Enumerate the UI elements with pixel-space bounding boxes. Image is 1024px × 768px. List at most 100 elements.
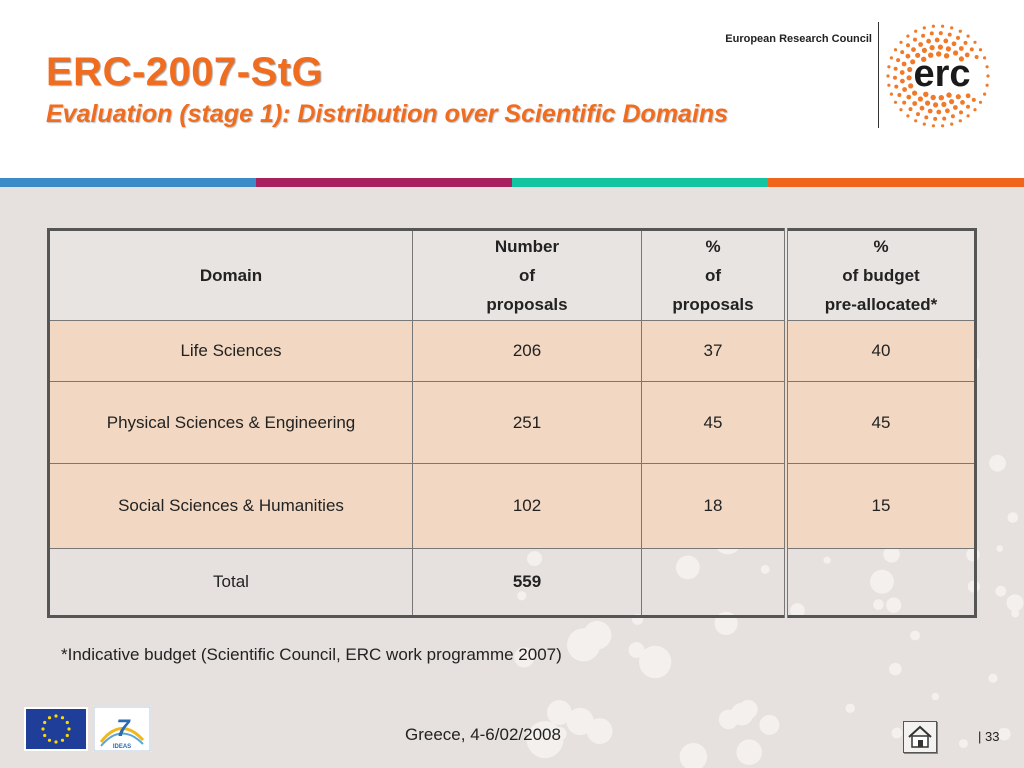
header-percent-of-budget: % of budget pre-allocated* <box>785 229 976 321</box>
erc-logo-dot <box>936 51 942 57</box>
erc-logo-dot <box>921 56 927 62</box>
erc-logo-dot <box>973 40 977 44</box>
erc-logo-dot <box>912 101 918 106</box>
erc-logo-dot <box>958 56 964 62</box>
domain-distribution-table: Domain Number of proposals % of proposal… <box>47 228 977 618</box>
stripe-magenta <box>256 178 512 187</box>
erc-logo-dot <box>978 48 983 52</box>
background-dot <box>988 673 998 683</box>
erc-logo-dot <box>963 40 968 45</box>
erc-logo-dot <box>933 116 938 121</box>
fp7-ideas-logo: 7 IDEAS <box>93 706 151 752</box>
cell-total-number: 559 <box>412 548 642 617</box>
cell-percent-budget: 40 <box>785 320 976 382</box>
background-dot <box>997 727 1011 741</box>
erc-logo-dot <box>929 45 935 51</box>
erc-logo-dot <box>960 100 965 105</box>
cell-domain: Social Sciences & Humanities <box>48 463 413 549</box>
erc-logo-dot <box>907 66 913 73</box>
background-dot <box>679 743 708 768</box>
cell-percent-proposals: 37 <box>641 320 788 382</box>
eu-star <box>60 738 65 742</box>
erc-logo-dot <box>916 112 920 117</box>
eu-star <box>65 720 69 725</box>
erc-logo-dot <box>945 108 950 114</box>
cell-percent-proposals: 45 <box>641 381 788 464</box>
header-number-of-proposals: Number of proposals <box>412 229 642 321</box>
erc-logo-dot <box>894 84 899 89</box>
table-total-row: Total 559 <box>48 548 976 617</box>
erc-logo-dot <box>966 34 970 38</box>
erc-logo-dot <box>902 100 907 105</box>
eu-star <box>43 720 47 725</box>
stripe-teal <box>512 178 768 187</box>
erc-logo-dot <box>899 70 905 75</box>
erc-logo-dot <box>953 105 958 110</box>
erc-logo-dot <box>929 31 934 36</box>
table-row: Life Sciences 206 37 40 <box>48 320 976 382</box>
background-dot <box>759 714 780 735</box>
erc-logo-dot <box>959 110 963 115</box>
cell-total-percent-proposals <box>641 548 788 617</box>
eu-star <box>54 740 58 744</box>
header-percent-of-proposals: % of proposals <box>641 229 788 321</box>
erc-logo-text: erc <box>913 53 970 95</box>
background-dot <box>996 545 1003 552</box>
erc-logo-dot <box>893 100 898 104</box>
erc-logo-dot <box>973 108 977 112</box>
erc-logo-dot <box>950 26 954 30</box>
home-button[interactable] <box>903 721 937 753</box>
erc-logo-dot <box>955 94 961 100</box>
background-dot <box>958 739 968 749</box>
background-dot <box>639 645 672 679</box>
erc-logo-dot <box>925 100 931 106</box>
erc-logo-dot <box>912 90 918 96</box>
background-dot <box>514 647 535 668</box>
eu-star <box>41 727 45 731</box>
erc-logo-dot <box>986 74 990 78</box>
erc-logo-dot <box>896 58 901 63</box>
background-dot <box>718 709 739 730</box>
erc-logo-dot <box>941 24 945 28</box>
budget-footnote: *Indicative budget (Scientific Council, … <box>61 645 562 664</box>
org-name: European Research Council <box>725 33 872 45</box>
erc-logo-dot <box>943 53 950 59</box>
erc-logo-dot <box>914 119 918 123</box>
erc-logo-dot <box>887 83 891 87</box>
background-dot <box>931 692 940 701</box>
erc-logo-dot <box>953 50 959 56</box>
cell-number: 206 <box>412 320 642 382</box>
erc-logo-dot <box>946 92 952 98</box>
erc-logo-dot <box>913 37 917 42</box>
erc-logo-dot <box>985 83 989 87</box>
page-separator: | <box>978 729 982 744</box>
erc-logo-dot <box>919 105 925 111</box>
home-icon <box>908 725 932 748</box>
erc-logo-dot <box>900 78 905 84</box>
erc-logo-dot <box>941 101 947 107</box>
erc-logo-dot <box>902 87 907 92</box>
erc-logo-dot <box>905 53 911 59</box>
header-divider <box>878 22 879 128</box>
erc-logo-dot <box>938 95 944 101</box>
eu-star <box>47 716 52 720</box>
erc-logo-dot <box>958 119 962 123</box>
erc-logo-dot <box>969 47 974 52</box>
erc-logo-dot <box>942 116 947 121</box>
erc-logo-dot <box>966 104 970 109</box>
background-dot <box>1007 512 1019 523</box>
fp7-logo-number: 7 <box>116 715 131 742</box>
erc-logo-dot <box>917 96 923 102</box>
cell-total-label: Total <box>48 548 413 617</box>
erc-logo-dot <box>926 38 931 44</box>
erc-logo-dot <box>985 65 989 69</box>
erc-logo-dot <box>930 94 936 101</box>
erc-logo-dot <box>956 35 960 40</box>
slide-title: ERC-2007-StG <box>46 50 324 94</box>
erc-logo-dot <box>951 41 957 47</box>
table-header-row: Domain Number of proposals % of proposal… <box>48 229 976 321</box>
eu-flag-logo <box>24 707 88 751</box>
erc-logo-dot <box>938 31 943 36</box>
erc-logo-dot <box>950 122 954 126</box>
erc-logo-dot <box>906 75 912 81</box>
